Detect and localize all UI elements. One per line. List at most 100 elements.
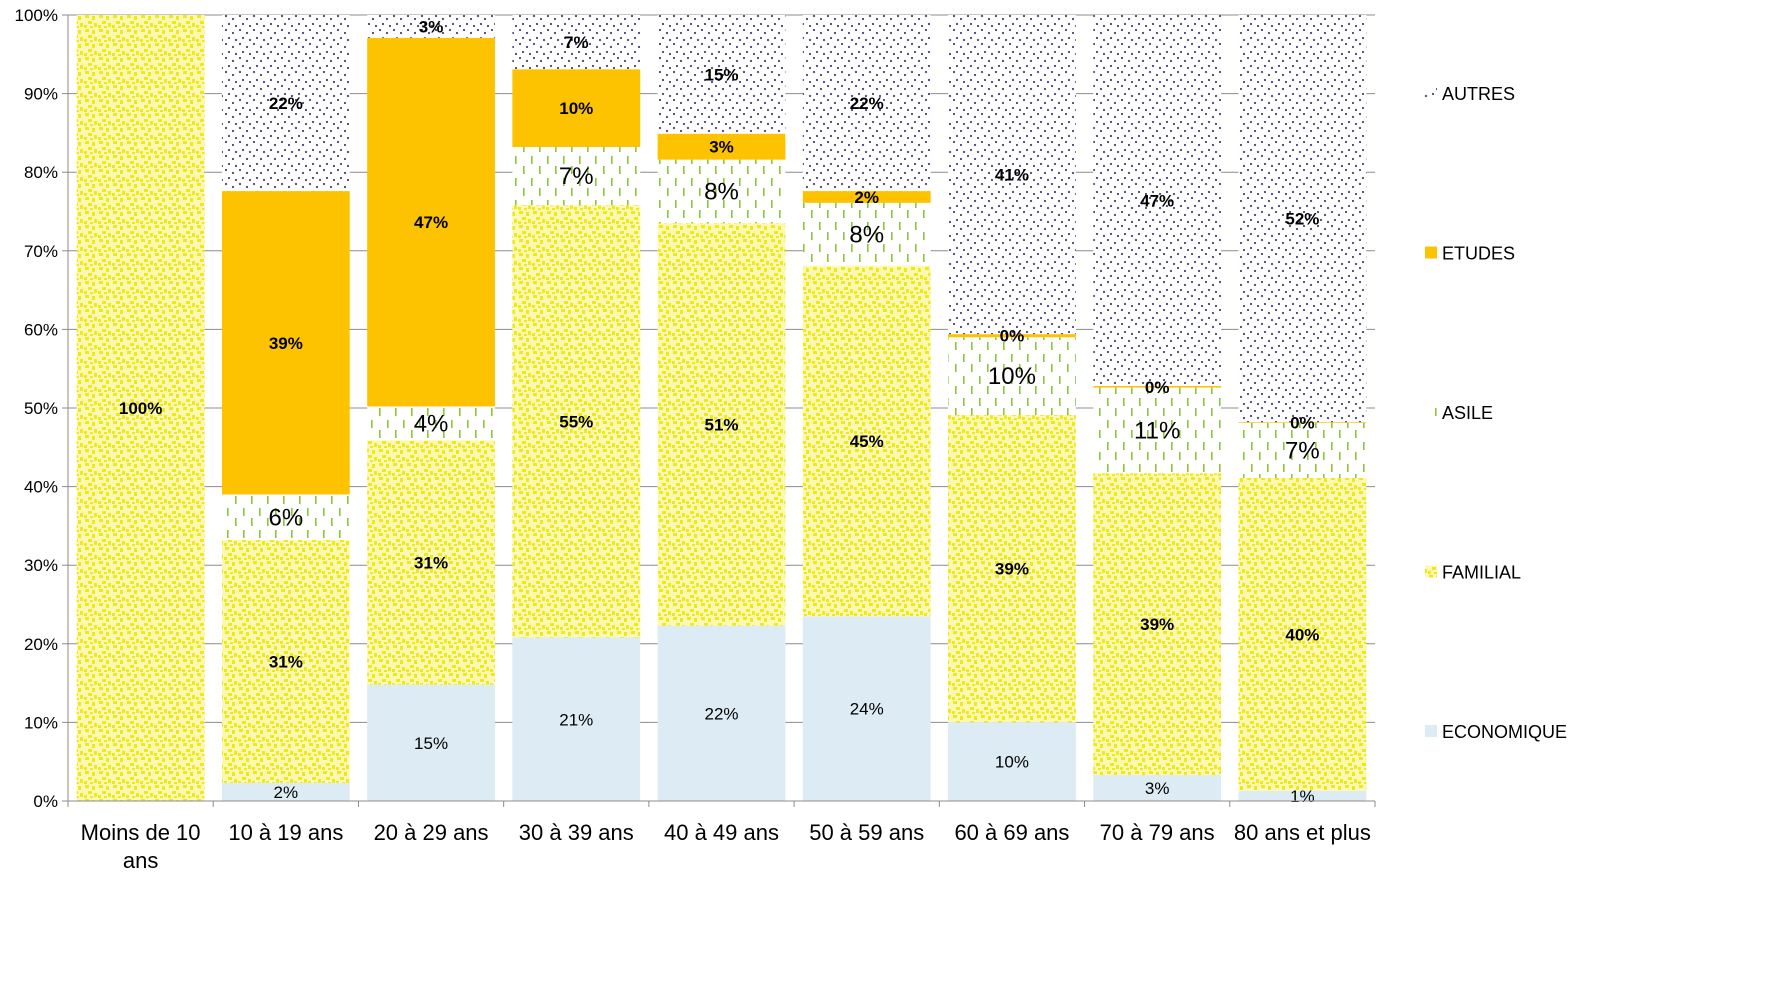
- bar-segment-asile: [1093, 387, 1222, 474]
- bar-segment-autres: [1238, 15, 1367, 423]
- bar-segment-familial: [367, 440, 495, 685]
- legend-swatch-familial: [1425, 565, 1437, 578]
- bar-segment-etudes: [1238, 422, 1367, 423]
- bar-segment-familial: [512, 205, 641, 638]
- legend-swatch-etudes: [1425, 246, 1437, 259]
- data-label-autres: 52%: [1285, 210, 1319, 229]
- y-tick-label: 40%: [24, 478, 58, 497]
- data-label-economique: 22%: [704, 704, 738, 723]
- data-label-economique: 3%: [1145, 779, 1170, 798]
- data-label-familial: 31%: [414, 553, 448, 572]
- x-tick-label: 10 à 19 ans: [228, 820, 343, 845]
- data-label-etudes: 10%: [559, 99, 593, 118]
- bar-segment-asile: [802, 202, 931, 266]
- data-label-asile: 4%: [414, 410, 449, 437]
- bar-segment-asile: [948, 337, 1076, 416]
- data-label-asile: 8%: [849, 221, 884, 248]
- y-tick-label: 10%: [24, 713, 58, 732]
- x-tick-label: 30 à 39 ans: [519, 820, 634, 845]
- legend-label-economique: ECONOMIQUE: [1442, 722, 1567, 742]
- data-label-familial: 51%: [704, 416, 738, 435]
- bar-segment-autres: [221, 15, 350, 192]
- bar-segment-autres: [367, 15, 495, 38]
- y-tick-label: 80%: [24, 163, 58, 182]
- data-label-autres: 15%: [704, 65, 738, 84]
- x-tick-label: 20 à 29 ans: [374, 820, 489, 845]
- data-label-asile: 11%: [1134, 417, 1180, 444]
- data-label-economique: 24%: [850, 700, 884, 719]
- y-tick-label: 20%: [24, 635, 58, 654]
- data-label-asile: 10%: [988, 363, 1036, 390]
- x-tick-label: ans: [123, 848, 158, 873]
- data-label-economique: 2%: [274, 783, 299, 802]
- y-tick-label: 50%: [24, 399, 58, 418]
- y-tick-label: 100%: [15, 6, 58, 25]
- bar-segment-etudes: [948, 334, 1076, 338]
- bar-segment-asile: [657, 159, 786, 224]
- data-label-autres: 22%: [269, 94, 303, 113]
- legend-label-asile: ASILE: [1442, 403, 1493, 423]
- y-tick-label: 30%: [24, 556, 58, 575]
- data-label-etudes: 2%: [854, 188, 879, 207]
- y-tick-label: 70%: [24, 242, 58, 261]
- data-label-etudes: 0%: [1290, 414, 1315, 433]
- legend-label-familial: FAMILIAL: [1442, 563, 1521, 583]
- data-label-asile: 6%: [268, 504, 303, 531]
- bar-segment-autres: [802, 15, 931, 192]
- bar-segment-asile: [1238, 422, 1367, 478]
- data-label-autres: 41%: [995, 166, 1029, 185]
- data-label-familial: 40%: [1285, 625, 1319, 644]
- bar-segment-familial: [948, 415, 1076, 723]
- x-tick-label: 50 à 59 ans: [809, 820, 924, 845]
- data-label-asile: 7%: [559, 163, 594, 190]
- legend-swatch-autres: [1425, 87, 1437, 99]
- bar-segment-economique: [657, 625, 786, 801]
- data-label-economique: 15%: [414, 734, 448, 753]
- bar-segment-economique: [1093, 775, 1222, 801]
- legend-swatch-economique: [1425, 725, 1437, 737]
- data-label-autres: 47%: [1140, 191, 1174, 210]
- bar-segment-autres: [948, 15, 1076, 335]
- data-label-asile: 8%: [704, 178, 739, 205]
- x-tick-label: 70 à 79 ans: [1100, 820, 1215, 845]
- x-tick-label: 40 à 49 ans: [664, 820, 779, 845]
- data-label-familial: 39%: [1140, 615, 1174, 634]
- data-label-autres: 3%: [419, 17, 444, 36]
- data-label-economique: 10%: [995, 753, 1029, 772]
- data-label-familial: 45%: [850, 432, 884, 451]
- x-tick-label: 60 à 69 ans: [954, 820, 1069, 845]
- x-tick-label: 80 ans et plus: [1234, 820, 1371, 845]
- legend-swatch-asile: [1425, 406, 1437, 418]
- y-tick-label: 60%: [24, 320, 58, 339]
- bar-segment-economique: [221, 782, 350, 801]
- bar-segment-economique: [512, 637, 641, 801]
- data-label-asile: 7%: [1285, 437, 1320, 464]
- bar-segment-etudes: [802, 191, 931, 203]
- data-label-autres: 7%: [564, 33, 589, 52]
- bar-segment-familial: [657, 223, 786, 626]
- legend-label-etudes: ETUDES: [1442, 244, 1515, 264]
- data-label-economique: 21%: [559, 710, 593, 729]
- bar-segment-familial: [1093, 473, 1222, 776]
- bar-segment-economique: [367, 684, 495, 801]
- bar-segment-etudes: [657, 133, 786, 160]
- data-label-etudes: 39%: [269, 334, 303, 353]
- data-label-autres: 22%: [850, 94, 884, 113]
- bar-segment-asile: [367, 406, 495, 441]
- bar-segment-etudes: [512, 69, 641, 148]
- bar-segment-economique: [948, 722, 1076, 801]
- bar-segment-autres: [657, 15, 786, 134]
- data-label-economique: 1%: [1290, 787, 1315, 806]
- data-label-etudes: 3%: [709, 138, 734, 157]
- bar-segment-familial: [802, 265, 931, 617]
- data-label-etudes: 0%: [1145, 378, 1170, 397]
- bar-segment-etudes: [1093, 385, 1222, 388]
- data-label-familial: 55%: [559, 412, 593, 431]
- bar-segment-economique: [1238, 790, 1367, 801]
- data-label-familial: 39%: [995, 560, 1029, 579]
- bar-segment-asile: [512, 147, 641, 206]
- data-label-familial: 100%: [119, 399, 162, 418]
- bar-segment-etudes: [221, 191, 350, 495]
- data-label-etudes: 47%: [414, 213, 448, 232]
